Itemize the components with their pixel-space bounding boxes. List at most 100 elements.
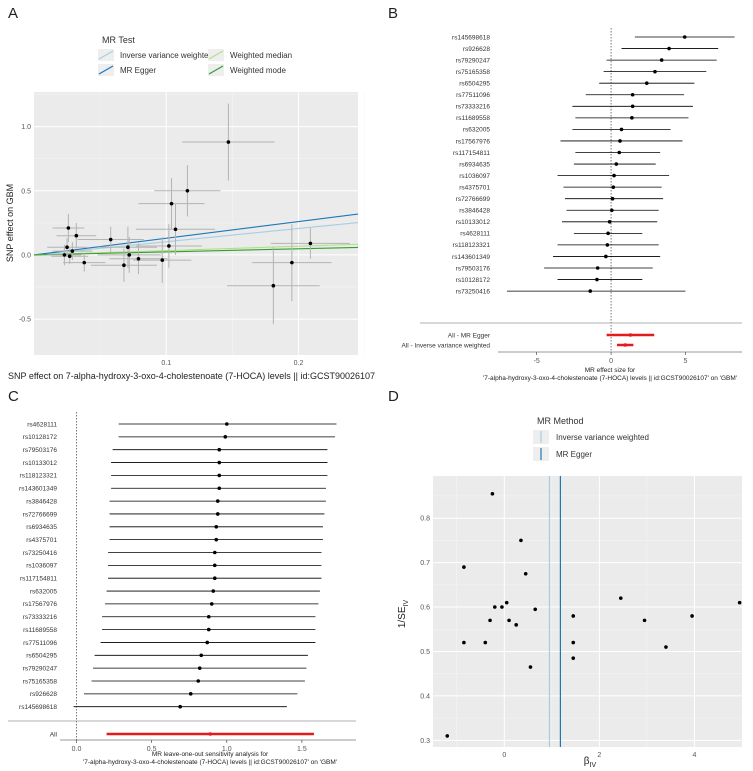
regression-lines [33,213,359,256]
snp-label: rs4375701 [459,184,490,191]
effect-point [630,116,634,120]
data-point [308,241,313,246]
effect-point [206,627,211,632]
svg-text:βIV: βIV [584,756,597,769]
x-tick-label: 0 [502,752,506,759]
snp-label: rs4375701 [26,537,57,544]
data-point [507,618,511,623]
data-point [173,227,178,232]
data-point [445,734,450,738]
panel-d-letter: D [388,388,399,405]
effect-point [178,704,183,709]
snp-label: rs77511096 [456,92,490,99]
regression-line [33,246,359,256]
snp-label: rs632005 [30,588,57,595]
snp-label: rs10133012 [23,460,58,467]
data-point [571,656,576,660]
effect-point [619,127,624,132]
data-point [504,600,509,605]
summary-point [208,732,213,736]
data-point [160,258,165,262]
x-tick-label: 4 [693,752,697,759]
grid [34,92,365,355]
panel-d: D MR Method Inverse variance weighted MR… [388,388,742,769]
effect-point [612,173,616,178]
axis-ticks: 0.1 0.2 -0.5 0.0 0.5 1.0 [19,124,304,367]
data-point [66,226,71,230]
legend-label: Weighted median [230,51,292,60]
effect-point [595,277,599,282]
effect-point [199,653,204,658]
legend-title: MR Test [102,35,135,45]
x-axis-label: '7-alpha-hydroxy-3-oxo-4-cholestenoate (… [83,759,337,766]
snp-points [47,103,351,325]
x-tick-label: 1.0 [222,746,232,753]
legend-label: MR Egger [556,450,592,459]
snp-label: rs1036097 [26,563,57,570]
effect-point [217,447,222,452]
effect-point [217,460,222,465]
snp-label: rs75165358 [456,69,491,76]
snp-labels: rs145698618 rs926628 rs79290247 rs75165358 r… [401,34,490,349]
effect-point [610,196,615,201]
axis-ticks: -5 0 5 [498,351,742,365]
y-tick-label: 0.8 [420,516,430,523]
snp-label: rs1036097 [459,173,490,180]
data-point [642,618,647,623]
data-point [70,249,75,253]
effect-point [659,58,664,62]
snp-label: rs118123321 [453,242,491,249]
data-point [226,140,231,144]
snp-label: rs145698618 [452,34,490,41]
panel-a-letter: A [8,5,18,22]
effect-point [197,666,202,670]
panel-c: C rs4628111 rs10128172 rs79503176 rs1013301… [8,388,356,766]
data-point [82,260,87,265]
legend-label: Weighted mode [230,66,286,75]
data-point [571,640,576,645]
effect-point [212,576,217,580]
x-axis-label-text: β [584,756,590,767]
snp-label: rs6934635 [26,524,57,531]
data-point [62,253,67,257]
effect-point [224,422,229,426]
y-tick-label: 0.7 [420,560,430,567]
effect-point [618,139,622,143]
panel-c-letter: C [8,388,19,405]
svg-text:1/SEIV: 1/SEIV [397,600,410,629]
data-point [519,538,523,543]
effect-point [212,550,217,555]
snp-label: rs143601349 [19,486,57,493]
legend-label: Inverse variance weighted [120,51,213,60]
y-tick-label: 0.5 [21,188,31,195]
effect-point [211,589,216,593]
effect-point [630,104,635,109]
effect-point [214,537,219,542]
snp-label: rs117154811 [20,576,57,583]
snp-label: rs17567976 [456,138,491,145]
data-point [690,614,694,618]
x-tick-label: 5 [684,358,688,365]
snp-label: rs3846428 [459,208,490,215]
y-tick-label: 0.3 [420,738,430,745]
data-point [618,596,623,600]
data-point [533,607,538,612]
data-point [664,645,668,649]
snp-label: rs10128172 [456,277,491,284]
x-axis-label: SNP effect on 7-alpha-hydroxy-3-oxo-4-ch… [8,371,375,381]
y-tick-label: 0.4 [420,693,430,700]
x-axis-label: '7-alpha-hydroxy-3-oxo-4-cholestenoate (… [483,375,737,382]
effect-point [682,35,687,39]
data-point [493,605,497,609]
effect-point [223,435,228,439]
snp-labels: rs4628111 rs10128172 rs79503176 rs10133012 r… [19,421,57,738]
axis-ticks: 0 2 4 0.3 0.4 0.5 0.6 0.7 0.8 [420,516,696,759]
effect-point [606,231,610,236]
y-tick-label: 1.0 [21,124,31,131]
x-tick-label: 1.5 [297,746,307,753]
data-point [136,256,141,261]
data-point [523,571,528,576]
x-tick-label: 0.0 [72,746,82,753]
snp-label: rs6504295 [26,653,57,660]
snp-label: rs632005 [463,127,490,134]
